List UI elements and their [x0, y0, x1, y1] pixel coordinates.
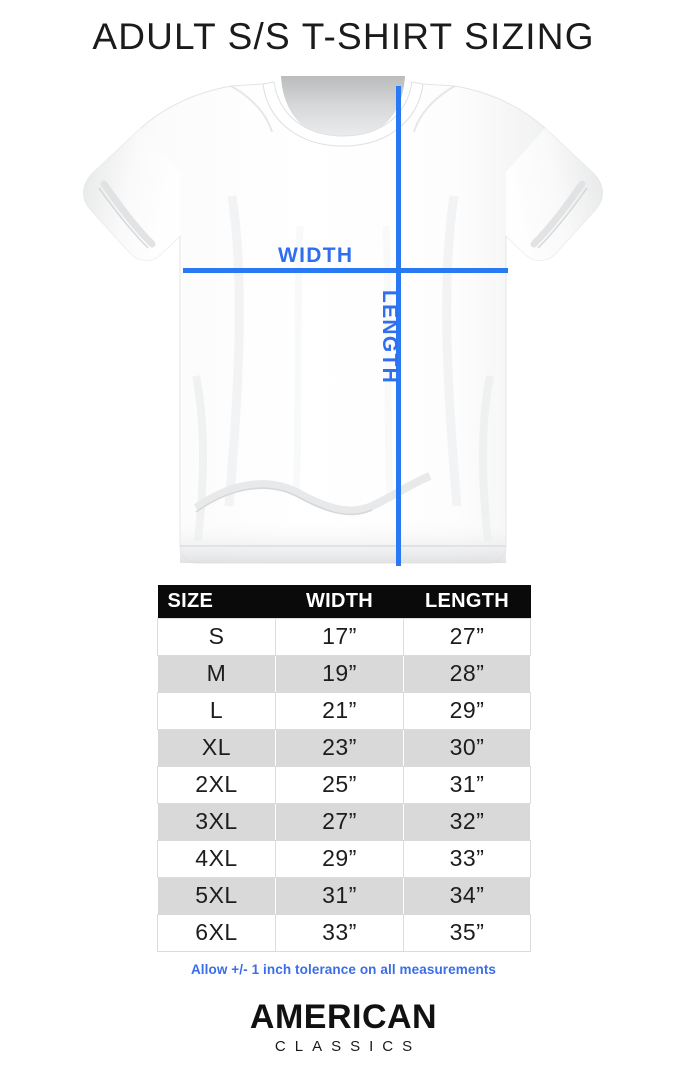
size-chart-table: SIZE WIDTH LENGTH S 17” 27” M 19” 28” L …: [157, 585, 531, 952]
header-length: LENGTH: [403, 585, 531, 618]
cell-width: 17”: [275, 617, 404, 656]
cell-width: 25”: [275, 765, 404, 804]
table-row: 6XL 33” 35”: [157, 913, 531, 952]
table-row: XL 23” 30”: [157, 728, 531, 767]
cell-size: 5XL: [157, 876, 276, 915]
cell-size: 3XL: [157, 802, 276, 841]
cell-size: S: [157, 617, 276, 656]
table-body: S 17” 27” M 19” 28” L 21” 29” XL 23” 30”…: [157, 617, 531, 952]
table-row: M 19” 28”: [157, 654, 531, 693]
tshirt-illustration: [0, 76, 687, 576]
collar-band: [262, 81, 424, 147]
page-title: ADULT S/S T-SHIRT SIZING: [92, 16, 595, 57]
cell-width: 27”: [275, 802, 404, 841]
table-row: 3XL 27” 32”: [157, 802, 531, 841]
cell-width: 19”: [275, 654, 404, 693]
table-row: S 17” 27”: [157, 617, 531, 656]
cell-length: 31”: [403, 765, 531, 804]
cell-length: 33”: [403, 839, 531, 878]
left-sleeve: [83, 128, 180, 261]
brand-logo: AMERICAN CLASSICS: [0, 998, 687, 1058]
cell-length: 35”: [403, 913, 531, 952]
cell-size: XL: [157, 728, 276, 767]
cell-size: M: [157, 654, 276, 693]
collar-opening: [281, 76, 405, 140]
cell-width: 23”: [275, 728, 404, 767]
cell-length: 32”: [403, 802, 531, 841]
brand-name-secondary: CLASSICS: [274, 1038, 422, 1055]
tshirt-graphic: [83, 76, 603, 564]
cell-length: 30”: [403, 728, 531, 767]
size-chart-table-wrapper: SIZE WIDTH LENGTH S 17” 27” M 19” 28” L …: [157, 585, 531, 952]
cell-length: 34”: [403, 876, 531, 915]
cell-width: 21”: [275, 691, 404, 730]
table-row: L 21” 29”: [157, 691, 531, 730]
right-sleeve: [506, 128, 603, 261]
cell-length: 29”: [403, 691, 531, 730]
header-width: WIDTH: [275, 585, 404, 618]
brand-name-primary: AMERICAN: [249, 998, 438, 1036]
header-size: SIZE: [157, 585, 276, 618]
table-row: 2XL 25” 31”: [157, 765, 531, 804]
table-header-row: SIZE WIDTH LENGTH: [157, 585, 531, 618]
cell-width: 31”: [275, 876, 404, 915]
cell-size: 4XL: [157, 839, 276, 878]
tolerance-note: Allow +/- 1 inch tolerance on all measur…: [190, 962, 497, 977]
cell-size: L: [157, 691, 276, 730]
cell-length: 28”: [403, 654, 531, 693]
cell-width: 33”: [275, 913, 404, 952]
cell-size: 6XL: [157, 913, 276, 952]
cell-width: 29”: [275, 839, 404, 878]
cell-length: 27”: [403, 617, 531, 656]
table-row: 5XL 31” 34”: [157, 876, 531, 915]
cell-size: 2XL: [157, 765, 276, 804]
table-row: 4XL 29” 33”: [157, 839, 531, 878]
table-header: SIZE WIDTH LENGTH: [157, 585, 531, 618]
